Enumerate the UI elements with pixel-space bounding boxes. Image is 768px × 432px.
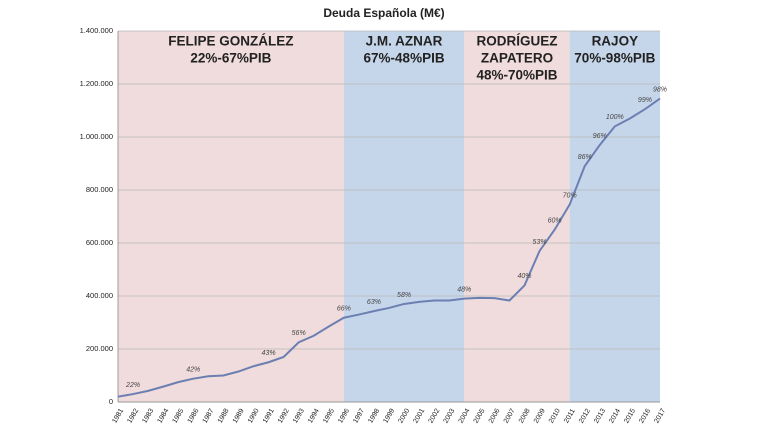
point-label: 43% [262, 350, 276, 357]
x-tick-label: 1989 [232, 408, 246, 425]
y-tick-label: 1.000.000 [80, 132, 113, 141]
x-tick-label: 1995 [322, 408, 336, 425]
x-tick-label: 2001 [412, 408, 426, 425]
point-label: 53% [533, 239, 547, 246]
point-label: 99% [638, 97, 652, 104]
x-tick-label: 1999 [382, 408, 396, 425]
x-tick-label: 2014 [608, 408, 622, 425]
period-band [464, 31, 570, 402]
chart-title: Deuda Española (M€) [323, 6, 444, 20]
point-label: 96% [593, 133, 607, 140]
point-label: 42% [186, 367, 200, 374]
x-tick-label: 1984 [157, 408, 171, 425]
point-label: 70% [563, 192, 577, 199]
period-label: 22%-67%PIB [190, 51, 271, 66]
x-tick-label: 2016 [638, 408, 652, 425]
debt-line [117, 97, 661, 398]
x-tick-label: 1988 [217, 408, 231, 425]
point-label: 63% [367, 299, 381, 306]
period-band [343, 31, 465, 402]
point-label: 60% [548, 218, 562, 225]
point-label: 58% [397, 292, 411, 299]
point-label: 98% [653, 86, 667, 93]
x-tick-label: 1986 [187, 408, 201, 425]
x-tick-label: 1983 [141, 408, 155, 425]
point-label: 56% [292, 330, 306, 337]
y-tick-label: 0 [109, 397, 113, 406]
x-tick-label: 2008 [518, 408, 532, 425]
period-label: RODRÍGUEZ [476, 34, 557, 49]
x-tick-label: 1982 [126, 408, 140, 425]
x-tick-label: 2015 [623, 408, 637, 425]
period-label: FELIPE GONZÁLEZ [168, 34, 293, 49]
x-tick-label: 2011 [563, 408, 577, 425]
period-band [569, 31, 660, 402]
period-band [118, 31, 344, 402]
x-tick-label: 2006 [488, 408, 502, 425]
period-label: 48%-70%PIB [476, 68, 557, 83]
y-tick-label: 400.000 [86, 291, 113, 300]
x-tick-label: 2003 [443, 408, 457, 425]
x-tick-label: 1985 [172, 408, 186, 425]
x-tick-label: 1997 [352, 408, 366, 425]
point-label: 86% [578, 154, 592, 161]
x-tick-label: 1981 [111, 408, 125, 425]
period-label: J.M. AZNAR [366, 34, 443, 49]
x-tick-label: 1993 [292, 408, 306, 425]
x-tick-label: 1998 [367, 408, 381, 425]
y-tick-label: 1.200.000 [80, 79, 113, 88]
point-label: 100% [606, 114, 624, 121]
x-tick-label: 2010 [548, 408, 562, 425]
period-label: 70%-98%PIB [574, 51, 655, 66]
x-tick-label: 2013 [593, 408, 607, 425]
x-tick-label: 1991 [262, 408, 276, 425]
x-tick-label: 2017 [653, 408, 667, 425]
x-tick-label: 2000 [397, 408, 411, 425]
y-tick-label: 1.400.000 [80, 26, 113, 35]
x-tick-label: 2012 [578, 408, 592, 425]
period-label: ZAPATERO [481, 51, 553, 66]
y-tick-label: 200.000 [86, 344, 113, 353]
x-tick-label: 1987 [202, 408, 216, 425]
y-tick-label: 800.000 [86, 185, 113, 194]
x-tick-label: 1996 [337, 408, 351, 425]
point-label: 48% [457, 286, 471, 293]
y-tick-label: 600.000 [86, 238, 113, 247]
point-label: 66% [337, 306, 351, 313]
x-tick-label: 2007 [503, 408, 517, 425]
x-tick-label: 1994 [307, 408, 321, 425]
period-label: 67%-48%PIB [364, 51, 445, 66]
x-tick-label: 2005 [473, 408, 487, 425]
x-tick-label: 2004 [458, 408, 472, 425]
point-label: 40% [517, 273, 531, 280]
x-tick-label: 2009 [533, 408, 547, 425]
x-tick-label: 1992 [277, 408, 291, 425]
x-tick-label: 2002 [428, 408, 442, 425]
x-tick-label: 1990 [247, 408, 261, 425]
point-label: 22% [125, 382, 140, 389]
period-label: RAJOY [592, 34, 639, 49]
